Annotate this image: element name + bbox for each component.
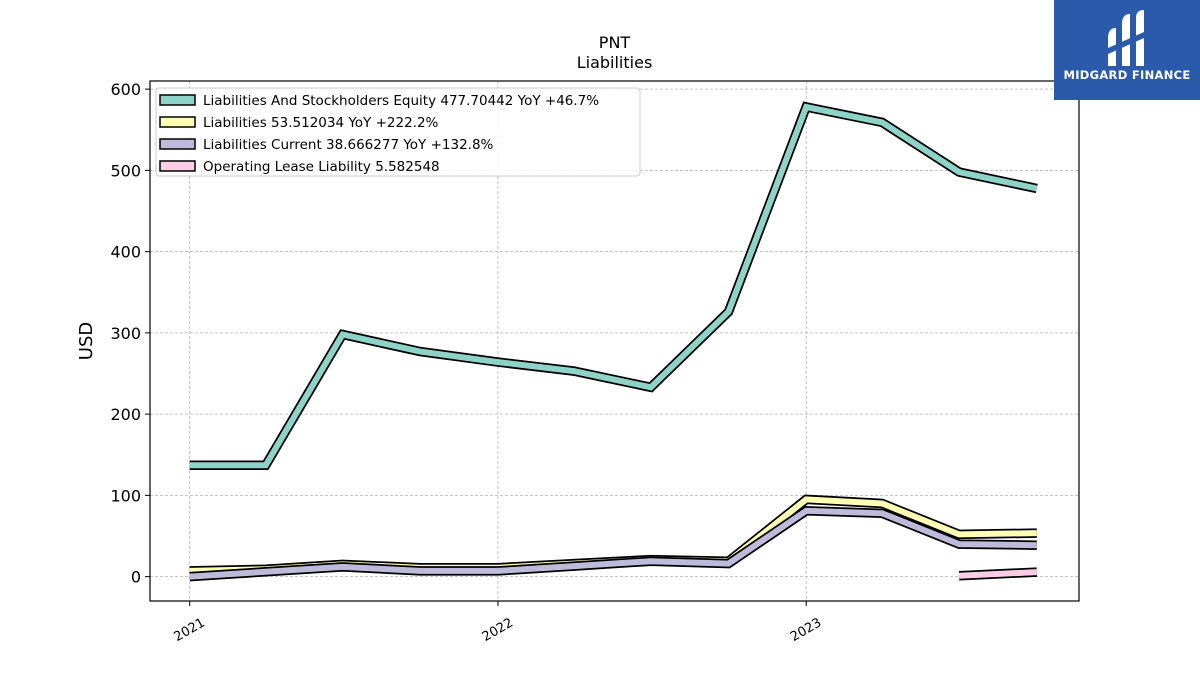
y-tick-label: 100 bbox=[110, 486, 141, 505]
legend-label: Operating Lease Liability 5.582548 bbox=[203, 159, 440, 175]
legend-swatch bbox=[159, 160, 196, 172]
legend-swatch bbox=[159, 116, 196, 128]
x-tick-label: 2022 bbox=[480, 615, 516, 645]
series-line-2 bbox=[189, 507, 1037, 580]
x-tick-label: 2023 bbox=[788, 615, 824, 645]
legend-label: Liabilities 53.512034 YoY +222.2% bbox=[203, 115, 439, 131]
legend-box bbox=[155, 87, 641, 177]
legend-swatch bbox=[159, 138, 196, 150]
brand-name: MIDGARD FINANCE bbox=[1063, 68, 1191, 82]
y-tick-label: 500 bbox=[110, 161, 141, 180]
y-tick-label: 300 bbox=[110, 324, 141, 343]
legend: Liabilities And Stockholders Equity 477.… bbox=[155, 87, 641, 177]
x-tick-label: 2021 bbox=[172, 615, 208, 645]
legend-label: Liabilities Current 38.666277 YoY +132.8… bbox=[203, 137, 494, 153]
series-line-0 bbox=[189, 103, 1038, 469]
y-tick-label: 600 bbox=[110, 80, 141, 99]
legend-swatch bbox=[159, 94, 196, 106]
brand-logo: MIDGARD FINANCE bbox=[1054, 0, 1200, 100]
y-tick-label: 400 bbox=[110, 243, 141, 262]
legend-label: Liabilities And Stockholders Equity 477.… bbox=[203, 93, 599, 109]
series-line-3 bbox=[958, 569, 1037, 579]
y-tick-label: 0 bbox=[131, 568, 141, 587]
brand-mark-icon bbox=[1108, 10, 1144, 66]
y-tick-label: 200 bbox=[110, 405, 141, 424]
chart-title: PNT bbox=[599, 33, 631, 52]
chart-subtitle: Liabilities bbox=[577, 53, 653, 72]
plot-frame bbox=[149, 80, 1080, 602]
y-axis-label: USD bbox=[76, 322, 97, 360]
